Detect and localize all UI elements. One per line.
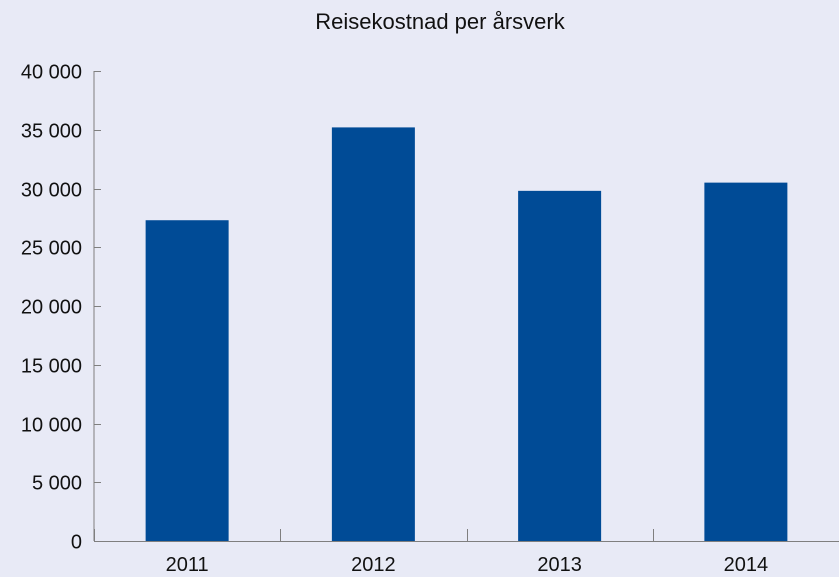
y-axis: 0 5 000 10 000 15 000 20 000 25 000 30 000 35 0… bbox=[21, 62, 101, 554]
y-tick-label: 25 000 bbox=[21, 238, 82, 260]
x-axis: 2011 2012 2013 2014 bbox=[94, 529, 839, 576]
x-tick-label: 2012 bbox=[351, 554, 396, 576]
chart-title: Reisekostnad per årsverk bbox=[315, 9, 565, 34]
bars bbox=[145, 127, 788, 542]
x-tick-label: 2011 bbox=[166, 554, 209, 576]
y-tick-label: 0 bbox=[71, 532, 82, 554]
y-tick-label: 5 000 bbox=[32, 473, 82, 495]
y-tick-label: 30 000 bbox=[21, 180, 82, 202]
x-tick-label: 2013 bbox=[537, 554, 582, 576]
x-tick-label: 2014 bbox=[724, 554, 769, 576]
y-tick-label: 40 000 bbox=[21, 62, 82, 84]
bar-2013 bbox=[518, 190, 602, 541]
y-tick-label: 10 000 bbox=[21, 415, 82, 437]
bar-2014 bbox=[704, 182, 788, 541]
bar-2012 bbox=[331, 127, 415, 542]
bar-2011 bbox=[145, 220, 229, 541]
y-tick-label: 35 000 bbox=[21, 121, 82, 143]
y-tick-label: 15 000 bbox=[21, 356, 82, 378]
y-tick-label: 20 000 bbox=[21, 297, 82, 319]
